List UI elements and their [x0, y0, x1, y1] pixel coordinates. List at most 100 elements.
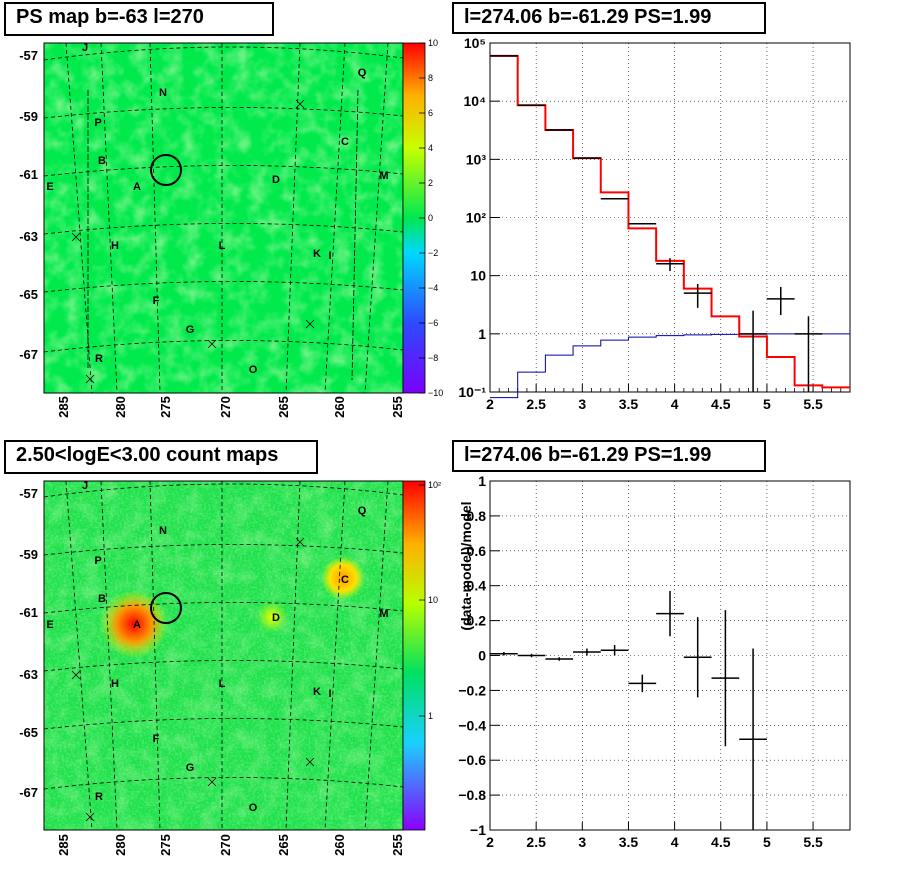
ps-map-lat-label: -67 — [19, 347, 38, 362]
count-map-source-label: K — [313, 686, 321, 698]
source-c-emission — [321, 556, 365, 600]
count-map-source-label: Q — [358, 505, 367, 517]
count-map-target-circle — [150, 592, 182, 624]
ps-map-lat-label: -61 — [19, 167, 38, 182]
title-ps-map: PS map b=-63 l=270 — [4, 2, 274, 36]
ps-map-lat-label: -63 — [19, 229, 38, 244]
spectrum-ytick-label: 10⁴ — [464, 93, 487, 109]
title-count-map: 2.50<logE<3.00 count maps — [4, 440, 318, 474]
count-map-lat-label: -63 — [19, 667, 38, 682]
residual-ytick-label: −0.6 — [458, 752, 486, 768]
count-map-lat-label: -57 — [19, 486, 38, 501]
ps-map-source-label: O — [249, 364, 258, 376]
count-map-source-label: E — [46, 619, 53, 631]
count-map-texture — [44, 481, 403, 830]
ps-map-lon-label: 285 — [56, 396, 71, 418]
spectrum-ytick-label: 10⁻¹ — [458, 384, 486, 400]
residual-ytick-label: −0.4 — [458, 717, 486, 733]
count-map-lat-label: -67 — [19, 785, 38, 800]
ps-map-lat-label: -59 — [19, 109, 38, 124]
residual-xtick-label: 5 — [763, 834, 771, 850]
count-map-lon-label: 270 — [218, 834, 233, 856]
ps-map-source-cross — [71, 232, 81, 242]
count-map-source-label: L — [219, 678, 226, 690]
ps-map-lon-label: 270 — [218, 396, 233, 418]
ps-colorbar-label: −2 — [428, 248, 438, 258]
count-map-source-label: J — [82, 480, 88, 492]
ps-map-lat-label: -65 — [19, 287, 38, 302]
count-colorbar-label: 10 — [428, 595, 438, 605]
count-map-source-label: A — [133, 619, 141, 631]
ps-map-source-label: J — [82, 42, 88, 54]
spectrum-xtick-label: 2.5 — [526, 396, 546, 412]
count-map-source-label: N — [159, 525, 167, 537]
count-map-source-cross — [85, 812, 95, 822]
ps-map-lon-label: 260 — [332, 396, 347, 418]
residual-plot: 2 2.5 3 3.5 4 4.5 5 5.5 −1 −0.8 −0.6 −0.4 −0.2 0 0.2 0.… — [458, 473, 851, 850]
spectrum-ytick-label: 10² — [466, 210, 487, 226]
residual-ylabel: (data-model)/model — [458, 501, 474, 630]
ps-map-source-label: R — [95, 353, 103, 365]
residual-ytick-label: 0.2 — [467, 613, 487, 629]
count-map-source-cross — [207, 777, 217, 787]
spectrum-xtick-label: 5 — [763, 396, 771, 412]
ps-colorbar-label: 2 — [428, 178, 433, 188]
title-spectrum: l=274.06 b=-61.29 PS=1.99 — [452, 2, 766, 34]
residual-ytick-label: 0.8 — [467, 508, 487, 524]
ps-map-panel — [43, 42, 404, 394]
count-colorbar-label: 1 — [428, 711, 433, 721]
count-colorbar-labels: 10² 10 1 — [419, 480, 441, 721]
ps-map-source-label: A — [133, 181, 141, 193]
ps-map-source-label: C — [341, 136, 349, 148]
ps-map-source-label: G — [186, 324, 195, 336]
ps-map-source-label: E — [46, 181, 53, 193]
count-map-source-cross — [305, 757, 315, 767]
count-map-marks: -57 -59 -61 -63 -65 -67 285 280 275 270 265 260 255 J… — [19, 480, 405, 856]
ps-map-texture — [44, 43, 403, 393]
count-map-source-label: B — [98, 593, 106, 605]
ps-map-source-label: H — [111, 240, 119, 252]
spectrum-xtick-label: 2 — [486, 396, 494, 412]
residual-xtick-label: 3 — [578, 834, 586, 850]
ps-map-lon-label: 265 — [276, 396, 291, 418]
residual-ytick-label: 0 — [478, 648, 486, 664]
ps-colorbar-label: −4 — [428, 283, 438, 293]
ps-colorbar-label: −6 — [428, 318, 438, 328]
count-map-lon-label: 265 — [276, 834, 291, 856]
count-map-source-label: O — [249, 802, 258, 814]
ps-map-source-label: I — [328, 250, 331, 262]
count-map-source-cross — [295, 537, 305, 547]
count-colorbar-label: 10² — [428, 480, 441, 490]
ps-map-lat-label: -57 — [19, 48, 38, 63]
spectrum-xtick-label: 3 — [578, 396, 586, 412]
count-colorbar — [402, 480, 426, 831]
residual-xtick-label: 2.5 — [526, 834, 546, 850]
residual-ytick-label: 0.6 — [467, 543, 487, 559]
spectrum-ytick-label: 1 — [478, 326, 486, 342]
ps-map-source-label: B — [98, 155, 106, 167]
source-d-emission — [256, 601, 288, 633]
spectrum-ytick-label: 10 — [470, 268, 486, 284]
ps-colorbar-label: −10 — [428, 388, 443, 398]
residual-xtick-label: 4 — [671, 834, 679, 850]
count-map-source-label: F — [153, 733, 160, 745]
count-map-source-label: D — [272, 612, 280, 624]
residual-xtick-label: 4.5 — [711, 834, 731, 850]
count-map-source-cross — [71, 670, 81, 680]
residual-xtick-label: 2 — [486, 834, 494, 850]
ps-colorbar-label: 6 — [428, 108, 433, 118]
ps-map-marks: -57 -59 -61 -63 -65 -67 285 280 275 270 265 260 255 J… — [19, 42, 405, 418]
ps-map-source-cross — [207, 339, 217, 349]
residual-ytick-label: −0.8 — [458, 787, 486, 803]
residual-ytick-label: 0.4 — [467, 578, 487, 594]
count-map-source-label: H — [111, 678, 119, 690]
ps-map-source-label: P — [94, 117, 101, 129]
ps-map-lon-label: 255 — [390, 396, 405, 418]
ps-map-source-cross — [295, 99, 305, 109]
residual-xtick-label: 5.5 — [803, 834, 823, 850]
ps-map-source-label: M — [379, 170, 388, 182]
ps-colorbar-label: 8 — [428, 73, 433, 83]
count-map-source-label: C — [341, 574, 349, 586]
count-map-source-label: G — [186, 762, 195, 774]
